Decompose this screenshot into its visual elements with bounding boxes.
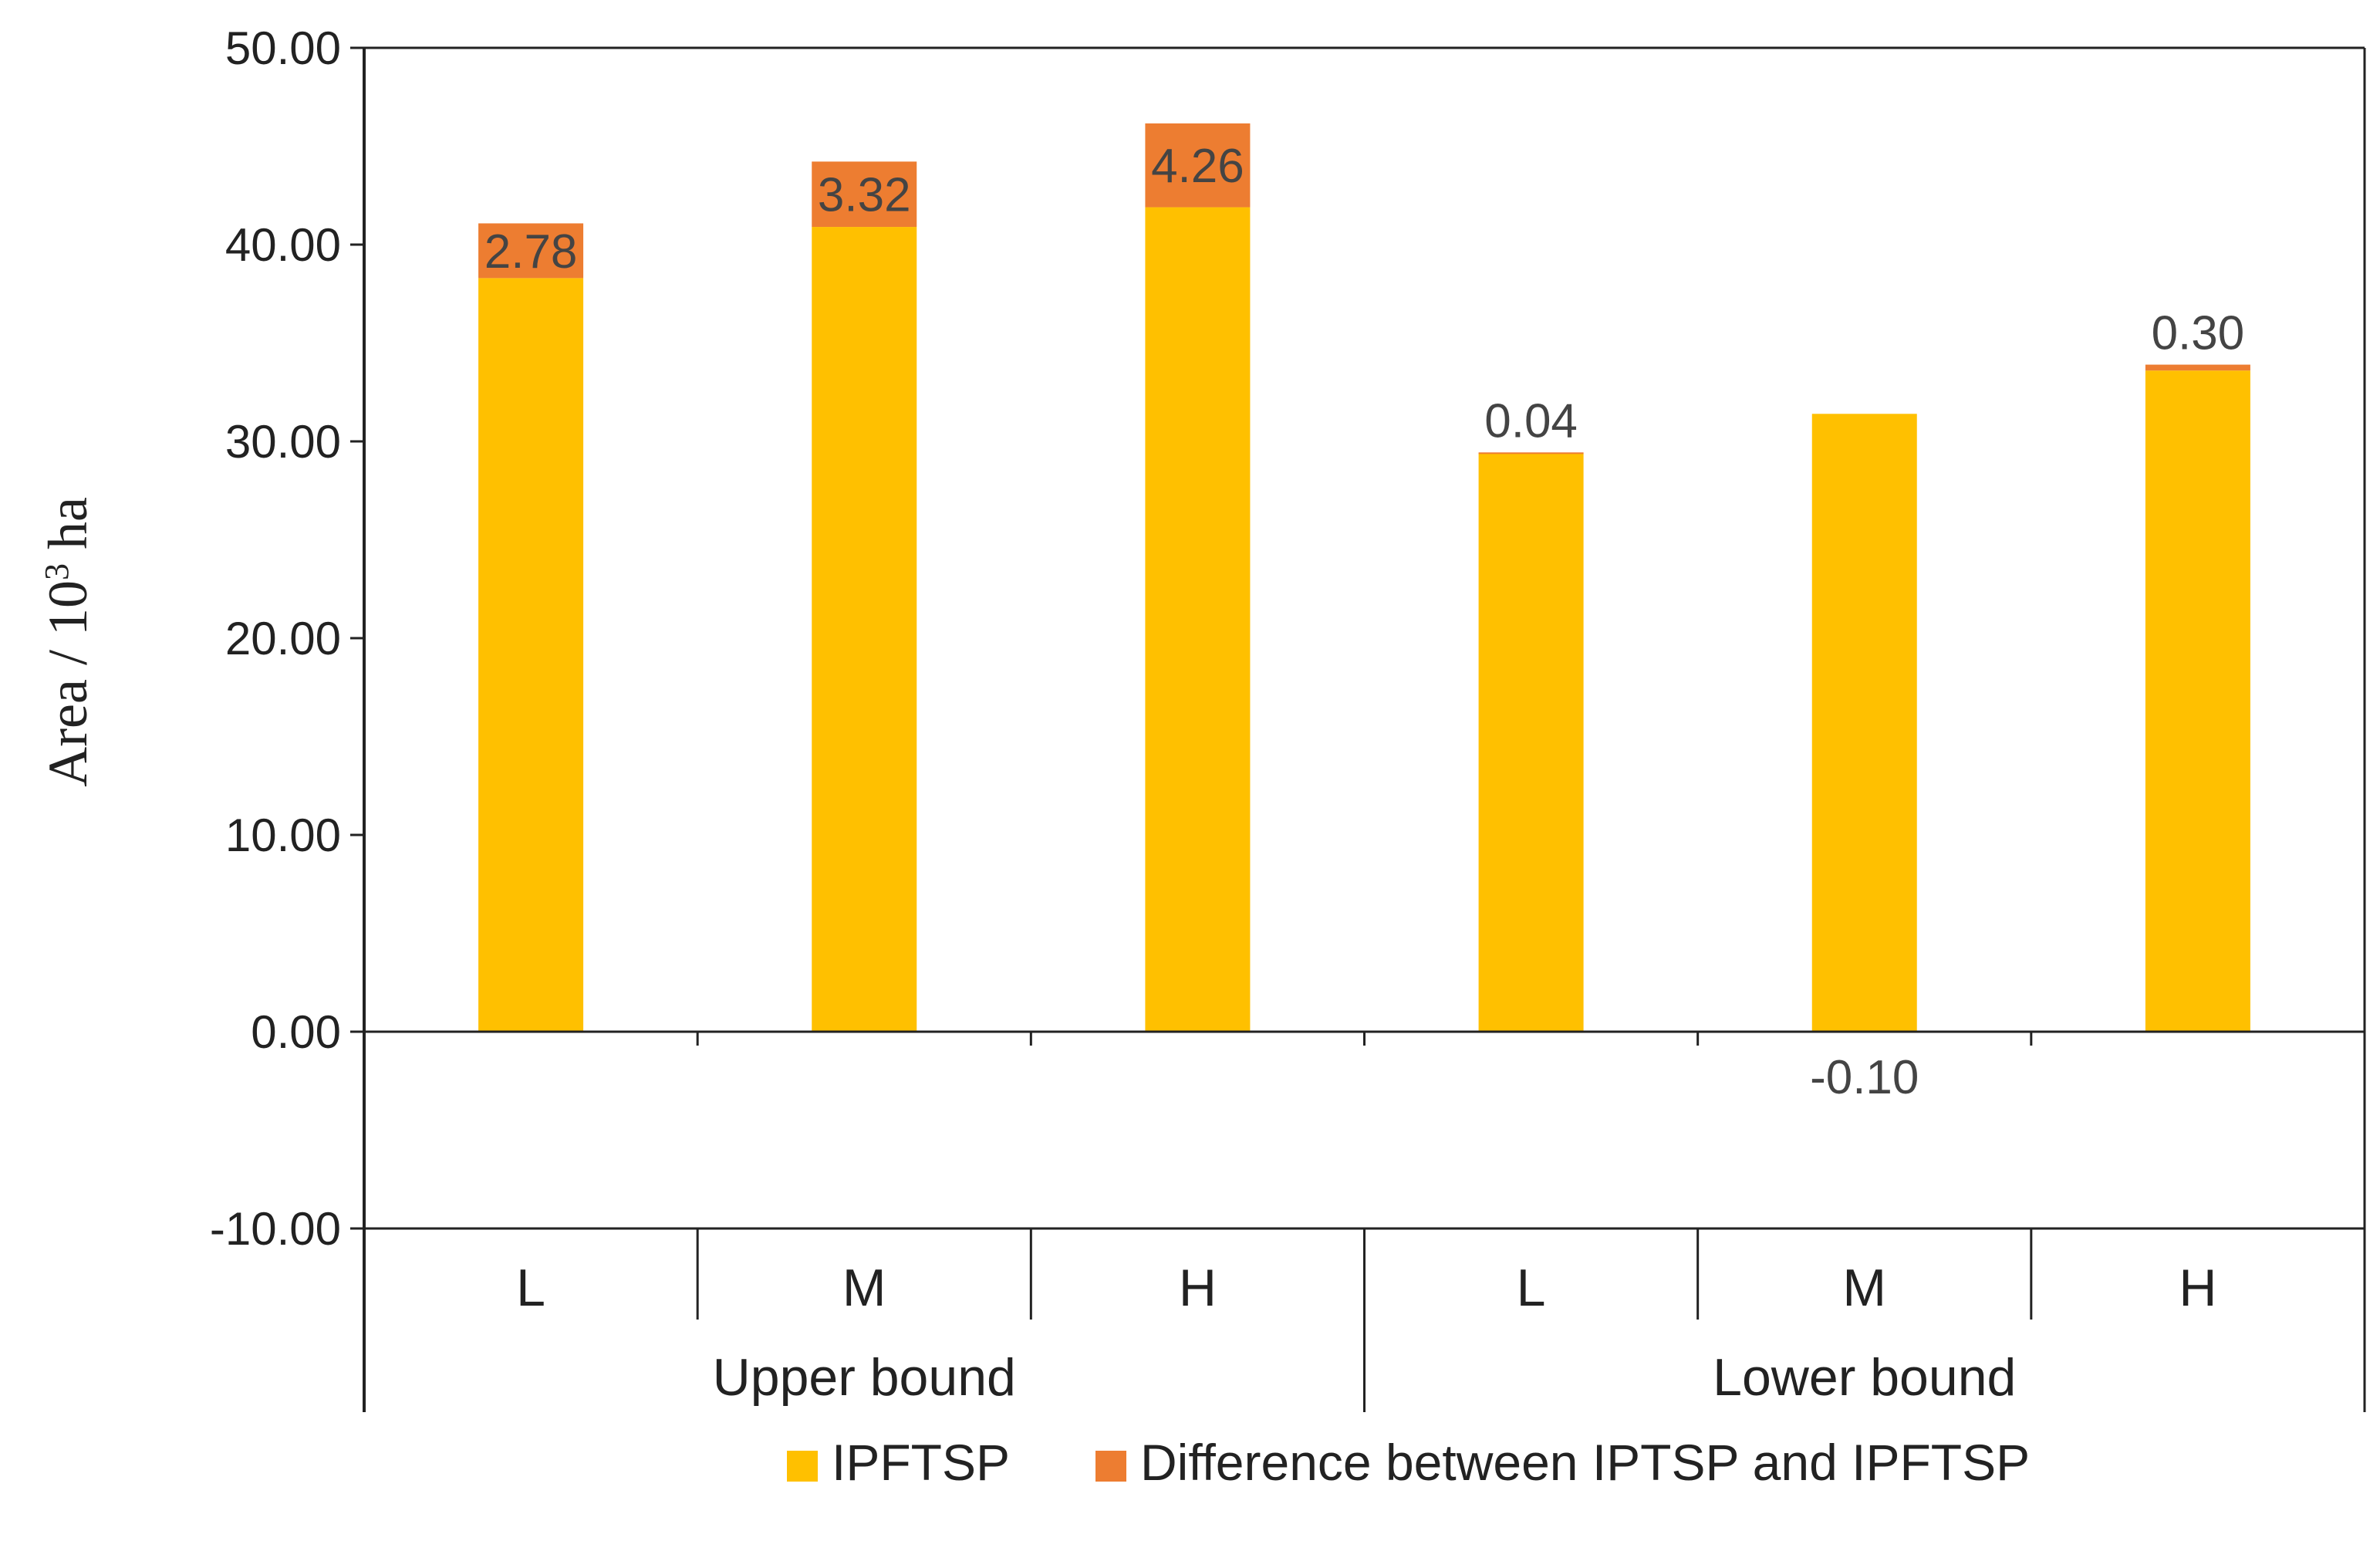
- bar-difference: [478, 223, 584, 279]
- y-tick-label: 20.00: [225, 613, 341, 664]
- category-label: H: [2179, 1259, 2216, 1317]
- bar-difference: [1145, 123, 1251, 208]
- bar-ipftsp: [812, 227, 917, 1032]
- data-label: 3.32: [818, 169, 911, 222]
- category-label: L: [1517, 1259, 1546, 1317]
- y-tick-label: 40.00: [225, 219, 341, 271]
- group-label: Lower bound: [1713, 1348, 2016, 1407]
- data-label: -0.10: [1810, 1051, 1919, 1104]
- bar-ipftsp: [1145, 207, 1251, 1032]
- y-tick-label: -10.00: [210, 1203, 341, 1255]
- y-tick-label: 50.00: [225, 22, 341, 74]
- category-label: L: [516, 1259, 545, 1317]
- y-axis-title: Area / 103 ha: [37, 497, 99, 787]
- category-label: M: [842, 1259, 886, 1317]
- category-label: H: [1179, 1259, 1217, 1317]
- data-label: 2.78: [484, 225, 578, 279]
- bar-difference: [812, 161, 917, 228]
- y-tick-label: 30.00: [225, 416, 341, 468]
- category-label: M: [1842, 1259, 1886, 1317]
- bar-difference: [1478, 452, 1584, 455]
- legend-label: Difference between IPTSP and IPFTSP: [1140, 1434, 2030, 1491]
- bar-ipftsp: [1811, 414, 1917, 1032]
- legend-label: IPFTSP: [832, 1434, 1010, 1491]
- data-label: 0.04: [1484, 394, 1578, 448]
- legend-swatch-difference: [1095, 1451, 1126, 1482]
- legend-swatch-ipftsp: [787, 1451, 818, 1482]
- data-label: 4.26: [1151, 140, 1244, 193]
- bar-ipftsp: [1478, 453, 1584, 1032]
- bar-ipftsp: [478, 278, 584, 1032]
- group-label: Upper bound: [713, 1348, 1016, 1407]
- bar-difference: [2145, 364, 2250, 371]
- y-tick-label: 10.00: [225, 809, 341, 861]
- data-label: 0.30: [2152, 307, 2245, 360]
- bar-ipftsp: [2145, 370, 2250, 1032]
- y-tick-label: 0.00: [251, 1006, 341, 1058]
- plot-area: 50.00 40.00 30.00 20.00 10.00 0.00 -10.00 L M H L M…: [210, 22, 2366, 1491]
